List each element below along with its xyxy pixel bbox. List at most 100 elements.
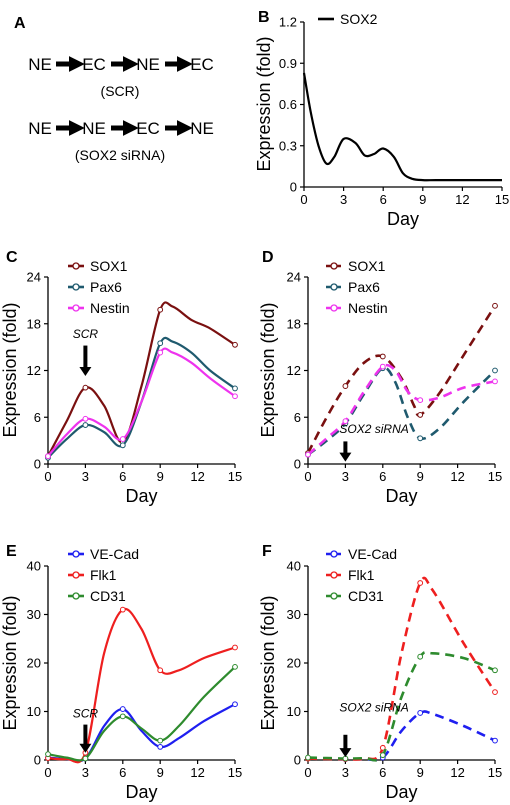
panel-c-x-tick-label: 15: [228, 469, 242, 484]
row1-state-4: EC: [190, 55, 214, 74]
panel-f-x-axis-title: Day: [385, 782, 417, 802]
panel-f-x-tick-label: 3: [342, 765, 349, 780]
panel-f-series-cd31-legend-marker: [330, 592, 338, 600]
row1-state-2: EC: [82, 55, 106, 74]
panel-c-series-sox1-legend-label: SOX1: [90, 258, 128, 274]
panel-d-letter: D: [262, 249, 274, 266]
row1-label: (SCR): [101, 83, 140, 99]
panel-e-series-cd31-point: [119, 713, 126, 720]
panel-d-y-axis-title: Expression (fold): [258, 302, 278, 437]
panel-f-series-cd31-point: [305, 754, 311, 761]
panel-f-y-tick-label: 0: [294, 753, 301, 768]
panel-c-series-pax6-legend-marker: [72, 283, 80, 291]
panel-c-y-tick-label: 24: [27, 270, 41, 285]
panel-c-series-pax6-point: [82, 422, 89, 428]
panel-letter-a: A: [14, 15, 26, 32]
panel-e-x-tick-label: 15: [228, 765, 242, 780]
panel-d-series-pax6-legend-label: Pax6: [348, 279, 380, 295]
panel-c-letter: C: [6, 249, 18, 266]
panel-c-x-tick-label: 9: [157, 469, 164, 484]
panel-c-series-sox1-point: [82, 384, 89, 391]
panel-d-x-tick-label: 3: [342, 469, 349, 484]
panel-c-annotation-label: SCR: [73, 327, 99, 341]
panel-b-y-tick-label: 0.9: [279, 56, 297, 71]
panel-c-x-tick-label: 12: [190, 469, 204, 484]
panel-f-x-tick-label: 15: [488, 765, 502, 780]
panel-e-y-tick-label: 20: [27, 656, 41, 671]
panel-b-x-tick-label: 9: [419, 192, 426, 207]
panel-d-chart: D 0 3 6 9 12 15 0 6 12 18 24 Day Expression (fold) SOX…: [258, 249, 502, 506]
panel-d-x-axis-title: Day: [385, 486, 417, 506]
panel-e-series-flk1-legend-marker: [72, 571, 80, 579]
panel-f-x-tick-label: 9: [417, 765, 424, 780]
panel-d-series-pax6-point: [417, 435, 424, 442]
panel-c-y-tick-label: 12: [27, 363, 41, 378]
panel-f-series-ve-cad-line: [307, 710, 496, 762]
panel-d-series-sox1-point: [379, 353, 386, 360]
panel-d-series-sox1-legend-marker: [330, 262, 338, 270]
panel-b-y-tick-label: 0.6: [279, 97, 297, 112]
panel-c-series-pax6-legend-label: Pax6: [90, 279, 122, 295]
panel-c-x-tick-label: 0: [44, 469, 51, 484]
panel-e-series-cd31-point: [157, 737, 164, 744]
panel-c-series-nestin-line: [47, 347, 236, 457]
panel-e-series-flk1-line: [47, 607, 236, 764]
panel-d-y-tick-label: 24: [287, 270, 301, 285]
row2-state-1: NE: [28, 119, 52, 138]
panel-e-series-ve-cad-legend-label: VE-Cad: [90, 546, 139, 562]
panel-c-series-nestin-point: [232, 393, 238, 400]
row2-state-3: EC: [136, 119, 160, 138]
panel-f-y-tick-label: 30: [287, 607, 301, 622]
panel-d-annotation-label: SOX2 siRNA: [339, 422, 408, 436]
panel-c-series-nestin-point: [82, 415, 89, 422]
panel-c-series-nestin-legend-marker: [72, 304, 80, 312]
panel-d-y-tick-label: 0: [294, 457, 301, 472]
panel-d-series-sox1-point: [342, 383, 349, 389]
panel-e-y-axis-title: Expression (fold): [0, 595, 20, 730]
row1-state-1: NE: [28, 55, 52, 74]
panel-c-y-tick-label: 6: [34, 410, 41, 425]
panel-c-y-axis-title: Expression (fold): [0, 302, 20, 437]
panel-c-chart: C 0 3 6 9 12 15 0 6 12 18 24 Day Expression (fold) SOX…: [0, 249, 242, 506]
panel-b-x-tick-label: 6: [380, 192, 387, 207]
panel-f-series-cd31-point: [417, 653, 424, 660]
panel-b-y-tick-label: 1.2: [279, 15, 297, 30]
panel-c-series-nestin-point: [157, 349, 164, 356]
panel-f-series-flk1-legend-label: Flk1: [348, 567, 375, 583]
panel-d-series-nestin-legend-label: Nestin: [348, 300, 388, 316]
panel-d-series-nestin-point: [379, 363, 386, 370]
panel-c-x-tick-label: 6: [119, 469, 126, 484]
panel-e-series-ve-cad-point: [157, 744, 164, 750]
panel-d-series-sox1-legend-label: SOX1: [348, 258, 386, 274]
row2-state-2: NE: [82, 119, 106, 138]
panel-d-x-tick-label: 6: [379, 469, 386, 484]
panel-d-x-tick-label: 0: [304, 469, 311, 484]
panel-b-y-tick-label: 0.3: [279, 138, 297, 153]
panel-c-series-pax6-line: [47, 336, 236, 459]
row1-state-3: NE: [136, 55, 160, 74]
panel-f-x-tick-label: 12: [450, 765, 464, 780]
panel-c-series-sox1-point: [157, 306, 164, 313]
panel-c-y-tick-label: 18: [27, 316, 41, 331]
panel-f-series-ve-cad-point: [492, 737, 498, 744]
panel-d-series-sox1-point: [492, 302, 498, 309]
panel-c-series-pax6-point: [232, 385, 238, 392]
panel-e-series-cd31-point: [82, 755, 89, 762]
panel-c-series-sox1-legend-marker: [72, 262, 80, 270]
panel-b-y-tick-label: 0: [290, 180, 297, 195]
panel-d-y-tick-label: 6: [294, 410, 301, 425]
panel-f-series-flk1-point: [417, 580, 424, 586]
panel-e-x-tick-label: 9: [157, 765, 164, 780]
panel-c-series-sox1-line: [47, 301, 236, 457]
panel-c-series-pax6-point: [119, 442, 126, 449]
panel-f-series-ve-cad-point: [417, 710, 424, 716]
panel-f-y-tick-label: 40: [287, 559, 301, 574]
panel-f-series-ve-cad-legend-label: VE-Cad: [348, 546, 397, 562]
panel-e-series-ve-cad-point: [119, 706, 126, 712]
panel-f-annotation-label: SOX2 siRNA: [339, 701, 408, 715]
panel-f-y-tick-label: 20: [287, 656, 301, 671]
panel-c-series-nestin-point: [45, 453, 51, 460]
panel-d-x-tick-label: 9: [417, 469, 424, 484]
panel-e-series-flk1-point: [119, 606, 126, 613]
